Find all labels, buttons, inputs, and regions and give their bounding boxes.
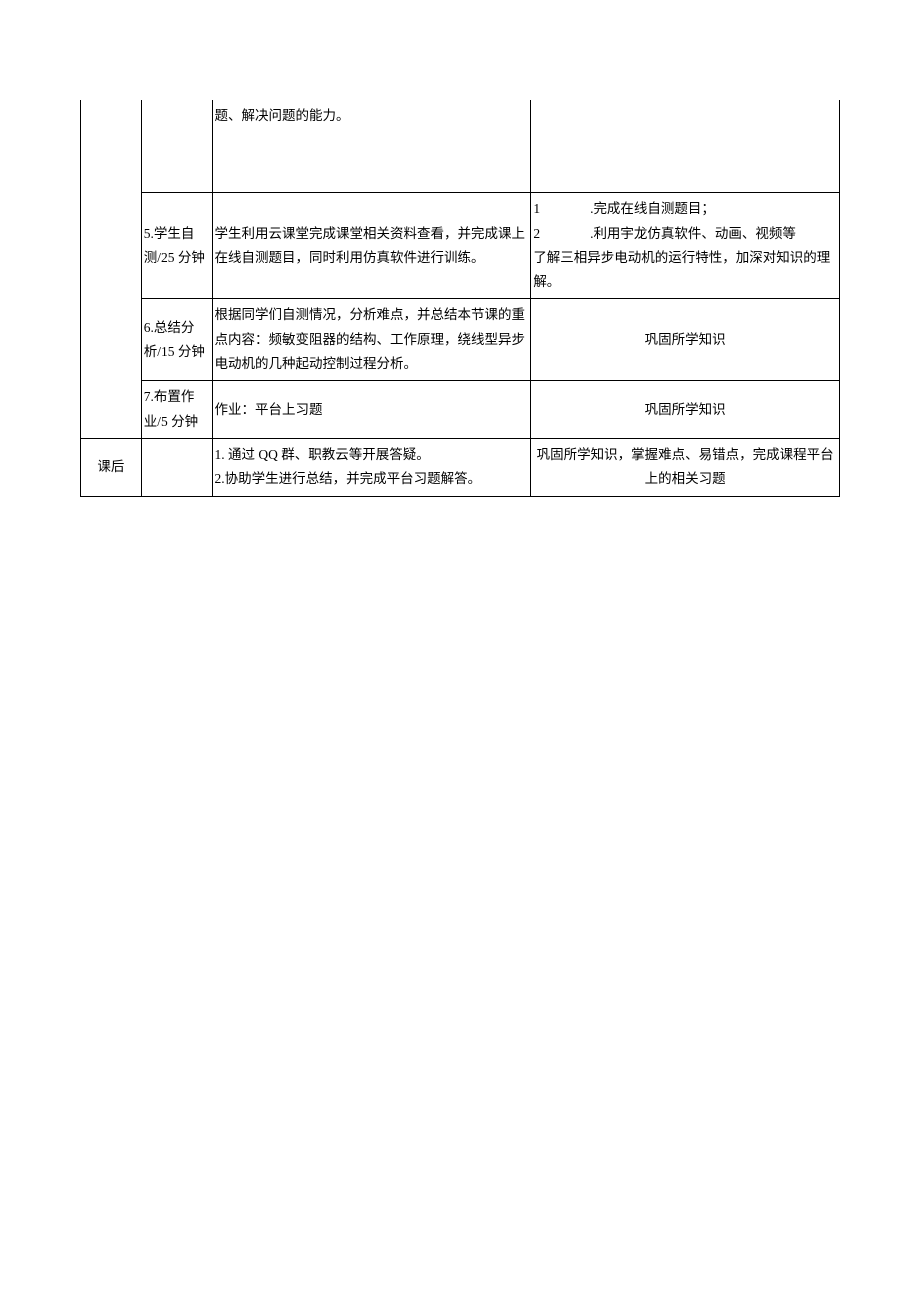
table-row: 题、解决问题的能力。 — [81, 100, 840, 193]
table-body: 题、解决问题的能力。 5.学生自测/25 分钟 学生利用云课堂完成课堂相关资料查… — [81, 100, 840, 496]
phase-cell — [81, 100, 142, 438]
step-cell — [141, 100, 212, 193]
table-row: 5.学生自测/25 分钟 学生利用云课堂完成课堂相关资料查看，并完成课上在线自测… — [81, 193, 840, 299]
lesson-plan-table: 题、解决问题的能力。 5.学生自测/25 分钟 学生利用云课堂完成课堂相关资料查… — [80, 100, 840, 497]
teacher-cell: 学生利用云课堂完成课堂相关资料查看，并完成课上在线自测题目，同时利用仿真软件进行… — [212, 193, 531, 299]
list-item: 2 .利用宇龙仿真软件、动画、视频等 — [533, 222, 837, 246]
list-text: .完成在线自测题目； — [540, 197, 715, 221]
student-text: 巩固所学知识 — [645, 402, 726, 417]
list-num: 2 — [533, 222, 540, 246]
teacher-cell: 1. 通过 QQ 群、职教云等开展答疑。 2.协助学生进行总结，并完成平台习题解… — [212, 438, 531, 496]
table-row: 课后 1. 通过 QQ 群、职教云等开展答疑。 2.协助学生进行总结，并完成平台… — [81, 438, 840, 496]
student-text: 巩固所学知识 — [645, 332, 726, 347]
list-num: 1 — [533, 197, 540, 221]
step-cell: 7.布置作业/5 分钟 — [141, 381, 212, 439]
step-cell — [141, 438, 212, 496]
teacher-line: 2.协助学生进行总结，并完成平台习题解答。 — [215, 467, 529, 491]
teacher-cell: 作业：平台上习题 — [212, 381, 531, 439]
step-cell: 6.总结分析/15 分钟 — [141, 299, 212, 381]
list-text: .利用宇龙仿真软件、动画、视频等 — [540, 222, 796, 246]
table-row: 6.总结分析/15 分钟 根据同学们自测情况，分析难点，并总结本节课的重点内容：… — [81, 299, 840, 381]
student-cell: 巩固所学知识 — [531, 381, 840, 439]
teacher-text: 作业：平台上习题 — [215, 402, 323, 417]
table-row: 7.布置作业/5 分钟 作业：平台上习题 巩固所学知识 — [81, 381, 840, 439]
teacher-text: 题、解决问题的能力。 — [215, 108, 350, 123]
teacher-text: 根据同学们自测情况，分析难点，并总结本节课的重点内容：频敏变阻器的结构、工作原理… — [215, 307, 526, 371]
teacher-line: 1. 通过 QQ 群、职教云等开展答疑。 — [215, 443, 529, 467]
list-item: 1 .完成在线自测题目； — [533, 197, 837, 221]
student-after-text: 了解三相异步电动机的运行特性，加深对知识的理解。 — [533, 250, 830, 289]
step-text: 7.布置作业/5 分钟 — [144, 389, 198, 428]
step-text: 6.总结分析/15 分钟 — [144, 320, 205, 359]
step-text: 5.学生自测/25 分钟 — [144, 226, 205, 265]
student-cell: 巩固所学知识，掌握难点、易错点，完成课程平台上的相关习题 — [531, 438, 840, 496]
teacher-cell: 根据同学们自测情况，分析难点，并总结本节课的重点内容：频敏变阻器的结构、工作原理… — [212, 299, 531, 381]
phase-text: 课后 — [97, 459, 124, 474]
phase-cell: 课后 — [81, 438, 142, 496]
student-text: 巩固所学知识，掌握难点、易错点，完成课程平台上的相关习题 — [537, 447, 834, 486]
student-cell — [531, 100, 840, 193]
student-cell: 巩固所学知识 — [531, 299, 840, 381]
teacher-cell: 题、解决问题的能力。 — [212, 100, 531, 193]
student-cell: 1 .完成在线自测题目； 2 .利用宇龙仿真软件、动画、视频等 了解三相异步电动… — [531, 193, 840, 299]
teacher-text: 学生利用云课堂完成课堂相关资料查看，并完成课上在线自测题目，同时利用仿真软件进行… — [215, 226, 526, 265]
step-cell: 5.学生自测/25 分钟 — [141, 193, 212, 299]
